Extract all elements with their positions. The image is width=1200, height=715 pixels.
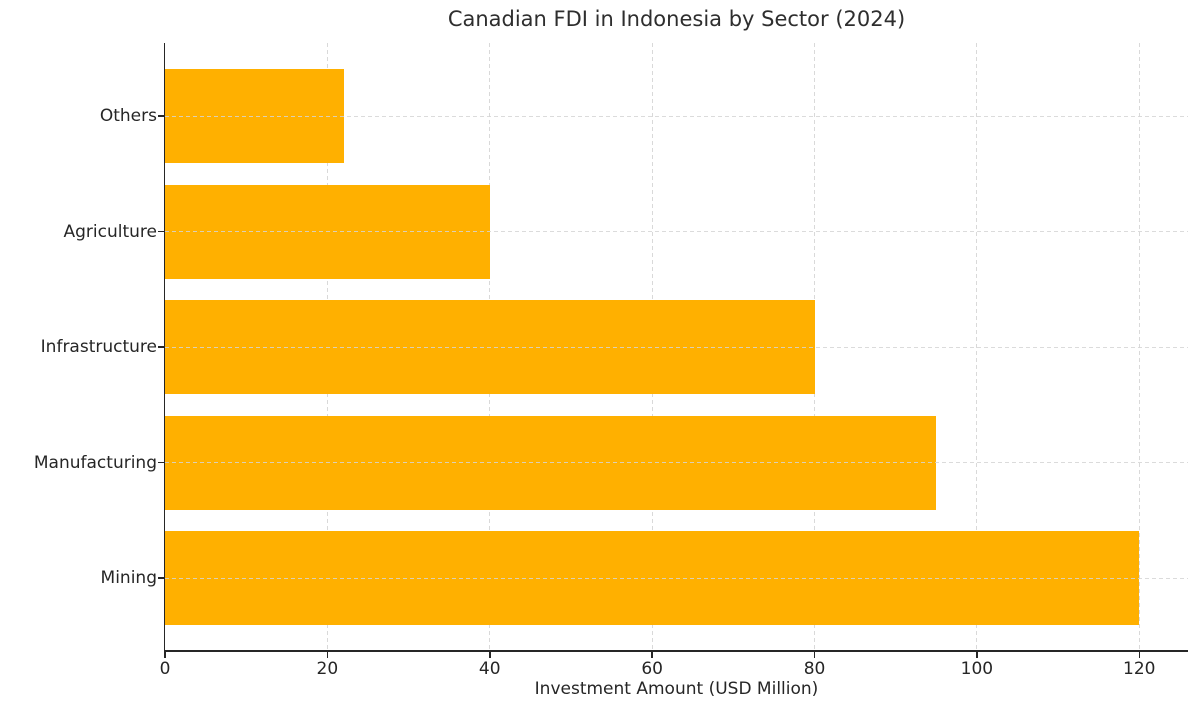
x-axis-label: Investment Amount (USD Million) bbox=[534, 679, 819, 699]
y-tick-mark-others bbox=[158, 115, 164, 117]
x-tick-label-100: 100 bbox=[960, 659, 994, 679]
x-tick-mark-0 bbox=[164, 651, 166, 658]
y-tick-label-infrastructure: Infrastructure bbox=[40, 337, 157, 357]
y-tick-mark-agriculture bbox=[158, 230, 164, 233]
plot-area bbox=[165, 43, 1188, 650]
y-tick-mark-mining bbox=[158, 577, 164, 579]
x-tick-label-40: 40 bbox=[478, 659, 501, 679]
x-tick-label-120: 120 bbox=[1123, 659, 1156, 679]
x-tick-mark-40 bbox=[489, 651, 491, 658]
y-tick-label-others: Others bbox=[99, 106, 157, 126]
x-tick-label-60: 60 bbox=[641, 659, 663, 679]
horizontal-gridline-manufacturing bbox=[165, 462, 1188, 463]
x-tick-label-0: 0 bbox=[159, 659, 171, 679]
horizontal-gridline-agriculture bbox=[165, 231, 1188, 232]
y-tick-label-manufacturing: Manufacturing bbox=[33, 452, 157, 473]
y-axis-spine bbox=[163, 43, 165, 652]
chart-title: Canadian FDI in Indonesia by Sector (202… bbox=[447, 7, 906, 31]
x-tick-mark-100 bbox=[976, 651, 978, 658]
x-tick-mark-120 bbox=[1138, 651, 1141, 658]
horizontal-gridline-infrastructure bbox=[165, 346, 1188, 348]
horizontal-gridline-mining bbox=[165, 577, 1188, 579]
y-tick-label-agriculture: Agriculture bbox=[63, 221, 158, 242]
horizontal-gridline-others bbox=[165, 115, 1188, 117]
x-axis-spine bbox=[163, 650, 1188, 652]
x-tick-mark-60 bbox=[651, 651, 653, 658]
x-tick-mark-20 bbox=[326, 651, 329, 658]
y-tick-mark-manufacturing bbox=[158, 461, 164, 464]
x-tick-label-80: 80 bbox=[803, 659, 826, 679]
y-tick-mark-infrastructure bbox=[158, 346, 164, 348]
y-tick-label-mining: Mining bbox=[100, 568, 157, 588]
x-tick-label-20: 20 bbox=[316, 659, 339, 679]
x-tick-mark-80 bbox=[813, 651, 816, 658]
